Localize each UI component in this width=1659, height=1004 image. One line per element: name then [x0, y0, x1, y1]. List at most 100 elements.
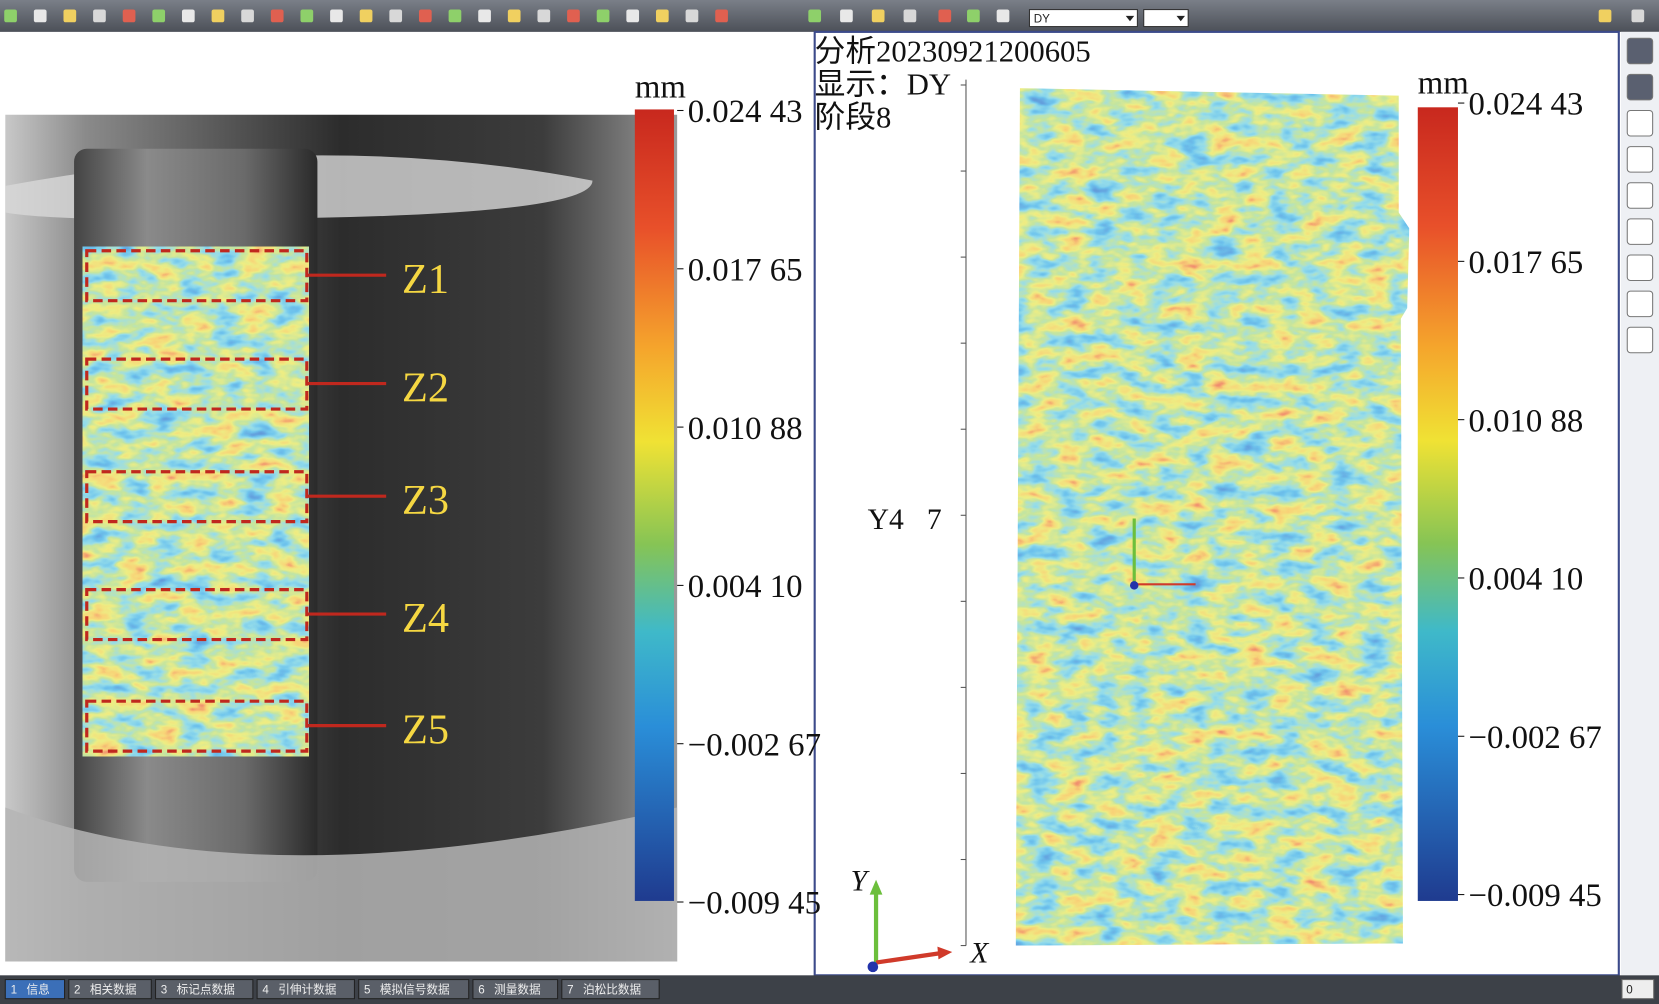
zone-label: Z1: [402, 256, 449, 303]
tab[interactable]: [256, 979, 355, 1000]
tool-button[interactable]: [448, 9, 462, 23]
tool-button[interactable]: [938, 9, 952, 23]
tab-label: 相关数据: [90, 982, 137, 996]
info-line: 显示：DY: [815, 68, 951, 102]
sidebar-button[interactable]: [1626, 37, 1654, 65]
triad-y-head: [869, 879, 883, 895]
tab-number: 6: [478, 983, 484, 996]
tool-button[interactable]: [359, 9, 373, 23]
zone-label: Z3: [402, 477, 449, 524]
tab-label: 引伸计数据: [278, 982, 337, 996]
tool-button[interactable]: [537, 9, 551, 23]
tool-button[interactable]: [903, 9, 917, 23]
tool-button[interactable]: [871, 9, 885, 23]
tool-button[interactable]: [389, 9, 403, 23]
tab-number: 4: [262, 983, 269, 996]
tool-button[interactable]: [211, 9, 225, 23]
triad-x-head: [937, 946, 953, 960]
zone-label: Z2: [402, 365, 449, 412]
sidebar-button[interactable]: [1626, 182, 1654, 209]
dropdown-arrow: [1125, 15, 1135, 22]
tool-button[interactable]: [1631, 9, 1645, 23]
tool-button[interactable]: [152, 9, 166, 23]
tool-button[interactable]: [270, 9, 284, 23]
tab-label: 测量数据: [494, 982, 541, 996]
tool-button[interactable]: [808, 9, 822, 23]
sidebar-button[interactable]: [1626, 146, 1654, 173]
tool-button[interactable]: [4, 9, 17, 23]
view-select[interactable]: [1028, 9, 1138, 28]
tool-button[interactable]: [996, 9, 1010, 23]
sidebar-button[interactable]: [1626, 109, 1654, 137]
triad-y-label: Y: [851, 865, 871, 897]
tab[interactable]: [472, 979, 559, 1000]
tab[interactable]: [561, 979, 660, 1000]
colorbar-label: −0.009 45: [688, 886, 821, 922]
sidebar-button[interactable]: [1626, 218, 1654, 245]
colorbar-label: 0.024 43: [688, 94, 803, 130]
tool-button[interactable]: [715, 9, 728, 23]
sidebar-button[interactable]: [1626, 73, 1654, 101]
tool-button[interactable]: [1598, 9, 1612, 23]
tab-label: 信息: [26, 982, 50, 996]
right-select-text[interactable]: 0: [1626, 983, 1633, 996]
triad-x-label: X: [969, 938, 990, 970]
tab-label: 泊松比数据: [583, 982, 642, 996]
tool-button[interactable]: [967, 9, 980, 23]
colorbar-unit: mm: [635, 70, 686, 106]
tool-button[interactable]: [655, 9, 669, 23]
colorbar-unit: mm: [1418, 65, 1469, 101]
tool-button[interactable]: [330, 9, 343, 23]
sidebar: [1620, 31, 1659, 976]
tool-button[interactable]: [567, 9, 580, 23]
tool-button[interactable]: [33, 9, 47, 23]
tool-button[interactable]: [478, 9, 491, 23]
tab-number: 1: [11, 983, 17, 996]
tool-button[interactable]: [241, 9, 254, 23]
colorbar-label: 0.017 65: [688, 252, 803, 288]
tool-button[interactable]: [93, 9, 106, 23]
tool-button[interactable]: [63, 9, 77, 23]
tool-button[interactable]: [507, 9, 521, 23]
tool-button[interactable]: [122, 9, 136, 23]
dropdown-arrow: [1176, 15, 1185, 22]
tool-button[interactable]: [300, 9, 314, 23]
tool-button[interactable]: [181, 9, 195, 23]
tool-button[interactable]: [596, 9, 610, 23]
tool-button[interactable]: [418, 9, 432, 23]
tool-button[interactable]: [840, 9, 853, 23]
right-colorbar: [1417, 107, 1458, 901]
colorbar-label: 0.017 65: [1469, 245, 1584, 281]
colorbar-label: 0.004 10: [688, 569, 803, 605]
tool-button[interactable]: [685, 9, 699, 23]
info-line: 阶段8: [815, 100, 892, 134]
sidebar-button[interactable]: [1626, 254, 1654, 282]
sidebar-button[interactable]: [1626, 326, 1654, 354]
tab-number: 7: [567, 983, 573, 996]
tab-number: 2: [74, 983, 80, 996]
fixture-bottom: [5, 807, 678, 962]
tab[interactable]: [358, 979, 470, 1000]
tab-number: 3: [161, 983, 167, 996]
zones: Z1 Z2 Z3 Z4 Z5: [85, 249, 449, 754]
colorbar-label: 0.010 88: [688, 411, 803, 447]
zone-label: Z5: [402, 707, 449, 754]
tab[interactable]: [4, 979, 66, 1000]
right-select[interactable]: [1621, 979, 1655, 1000]
axis-label: Y4: [868, 504, 904, 536]
sidebar-icons: [1626, 37, 1654, 354]
tab[interactable]: [68, 979, 152, 1000]
colorbar-label: −0.002 67: [1469, 720, 1602, 756]
mode-select[interactable]: [1143, 9, 1189, 28]
tab[interactable]: [155, 979, 254, 1000]
sidebar-button[interactable]: [1626, 290, 1654, 318]
tool-button[interactable]: [626, 9, 640, 23]
tab-number: 5: [364, 983, 370, 996]
triad-x: [875, 950, 942, 965]
view-select-text[interactable]: DY: [1034, 12, 1050, 25]
origin: [1129, 581, 1139, 590]
